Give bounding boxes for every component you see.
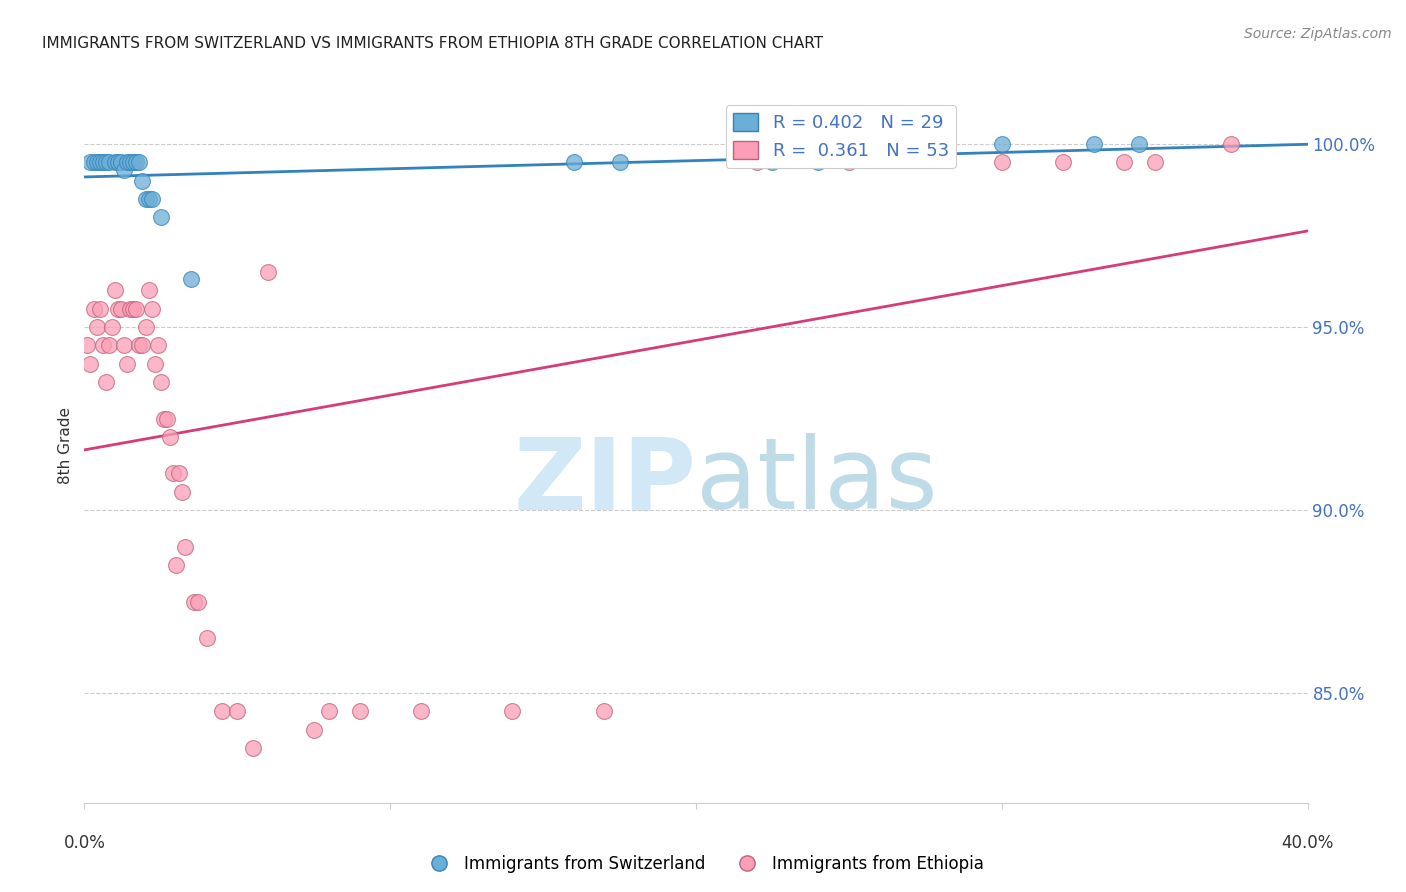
Point	[167, 467, 190, 481]
Point	[107, 155, 129, 169]
Point	[153, 411, 176, 425]
Point	[165, 558, 187, 572]
Point	[79, 155, 101, 169]
Point	[97, 338, 120, 352]
Point	[91, 338, 114, 352]
Point	[174, 540, 197, 554]
Point	[747, 155, 769, 169]
Point	[83, 155, 105, 169]
Point	[110, 155, 132, 169]
Point	[409, 704, 432, 718]
Text: 0.0%: 0.0%	[63, 834, 105, 852]
Point	[125, 301, 148, 316]
Point	[135, 192, 157, 206]
Point	[159, 430, 181, 444]
Point	[115, 155, 138, 169]
Point	[94, 375, 117, 389]
Y-axis label: 8th Grade: 8th Grade	[58, 408, 73, 484]
Point	[86, 155, 108, 169]
Point	[131, 174, 153, 188]
Point	[128, 155, 150, 169]
Point	[156, 411, 179, 425]
Point	[79, 357, 101, 371]
Text: atlas: atlas	[696, 434, 938, 530]
Point	[104, 284, 127, 298]
Point	[318, 704, 340, 718]
Point	[1220, 137, 1243, 152]
Point	[125, 155, 148, 169]
Point	[112, 338, 135, 352]
Text: ZIP: ZIP	[513, 434, 696, 530]
Point	[89, 155, 111, 169]
Legend: Immigrants from Switzerland, Immigrants from Ethiopia: Immigrants from Switzerland, Immigrants …	[416, 848, 990, 880]
Point	[94, 155, 117, 169]
Point	[120, 301, 142, 316]
Point	[89, 301, 111, 316]
Point	[131, 338, 153, 352]
Point	[302, 723, 325, 737]
Point	[149, 211, 172, 225]
Point	[107, 301, 129, 316]
Point	[593, 704, 616, 718]
Point	[143, 357, 166, 371]
Point	[349, 704, 371, 718]
Point	[162, 467, 184, 481]
Point	[138, 284, 160, 298]
Point	[838, 155, 860, 169]
Point	[1143, 155, 1166, 169]
Point	[186, 594, 208, 608]
Point	[101, 320, 124, 334]
Point	[149, 375, 172, 389]
Point	[562, 155, 585, 169]
Point	[807, 155, 830, 169]
Point	[86, 320, 108, 334]
Text: 40.0%: 40.0%	[1281, 834, 1334, 852]
Point	[211, 704, 233, 718]
Point	[128, 338, 150, 352]
Point	[115, 357, 138, 371]
Point	[141, 301, 163, 316]
Point	[135, 320, 157, 334]
Point	[1128, 137, 1150, 152]
Point	[91, 155, 114, 169]
Point	[502, 704, 524, 718]
Point	[180, 272, 202, 286]
Point	[1114, 155, 1136, 169]
Point	[122, 301, 145, 316]
Point	[242, 740, 264, 755]
Point	[183, 594, 205, 608]
Point	[195, 631, 218, 645]
Point	[257, 265, 280, 279]
Text: Source: ZipAtlas.com: Source: ZipAtlas.com	[1244, 27, 1392, 41]
Point	[991, 137, 1014, 152]
Point	[609, 155, 631, 169]
Point	[172, 484, 194, 499]
Point	[120, 155, 142, 169]
Point	[226, 704, 249, 718]
Point	[761, 155, 783, 169]
Legend: R = 0.402   N = 29, R =  0.361   N = 53: R = 0.402 N = 29, R = 0.361 N = 53	[725, 105, 956, 168]
Point	[104, 155, 127, 169]
Point	[110, 301, 132, 316]
Point	[138, 192, 160, 206]
Point	[1083, 137, 1105, 152]
Point	[112, 162, 135, 177]
Point	[141, 192, 163, 206]
Point	[76, 338, 98, 352]
Text: IMMIGRANTS FROM SWITZERLAND VS IMMIGRANTS FROM ETHIOPIA 8TH GRADE CORRELATION CH: IMMIGRANTS FROM SWITZERLAND VS IMMIGRANT…	[42, 36, 824, 51]
Point	[1052, 155, 1074, 169]
Point	[991, 155, 1014, 169]
Point	[83, 301, 105, 316]
Point	[146, 338, 169, 352]
Point	[122, 155, 145, 169]
Point	[97, 155, 120, 169]
